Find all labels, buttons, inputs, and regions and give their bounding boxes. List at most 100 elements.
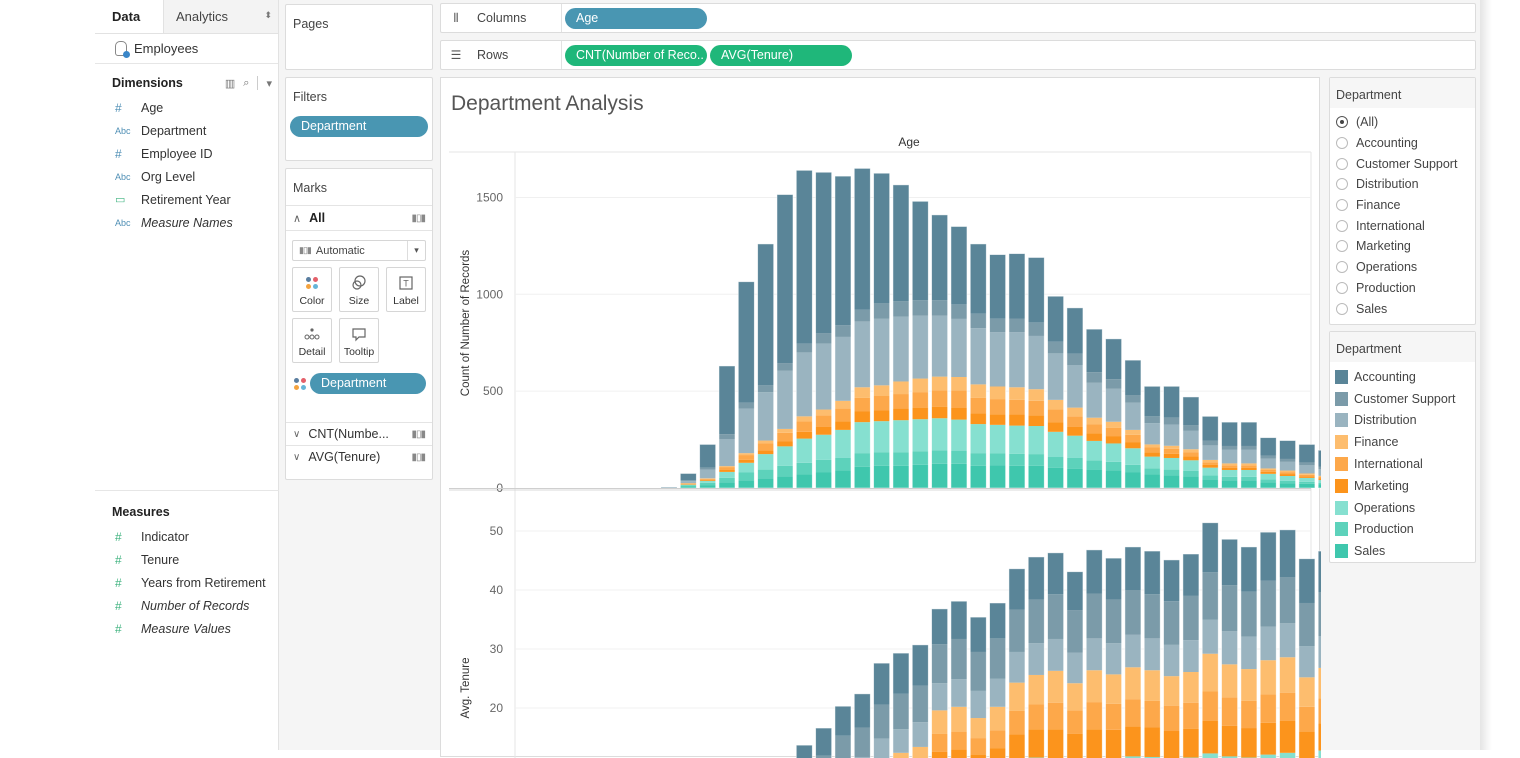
radio-button[interactable] bbox=[1336, 282, 1348, 294]
field-item[interactable]: #Tenure bbox=[95, 548, 279, 571]
bar-segment-sales bbox=[1164, 475, 1180, 488]
bar-segment-operations bbox=[700, 481, 716, 483]
filter-option[interactable]: Accounting bbox=[1330, 133, 1475, 154]
bar-segment-international bbox=[719, 467, 735, 470]
marks-row-avg-tenure[interactable]: ∨ AVG(Tenure) ▮▯▮ bbox=[286, 445, 432, 468]
legend-item[interactable]: Finance bbox=[1330, 431, 1475, 453]
detail-button[interactable]: Detail bbox=[292, 318, 332, 363]
field-item[interactable]: #Age bbox=[95, 96, 278, 119]
dropdown-icon[interactable]: ▾ bbox=[266, 77, 272, 90]
bar-segment-marketing bbox=[1028, 415, 1044, 426]
bar-segment-customer-support bbox=[816, 333, 832, 344]
bar-segment-accounting bbox=[1241, 422, 1257, 446]
field-item[interactable]: #Number of Records bbox=[95, 594, 279, 617]
filter-option[interactable]: Customer Support bbox=[1330, 153, 1475, 174]
filter-option[interactable]: Finance bbox=[1330, 195, 1475, 216]
legend-item[interactable]: Distribution bbox=[1330, 410, 1475, 432]
marks-row-cnt[interactable]: ∨ CNT(Numbe... ▮▯▮ bbox=[286, 422, 432, 445]
label-button[interactable]: T Label bbox=[386, 267, 426, 312]
bar-segment-accounting bbox=[1144, 551, 1160, 594]
bar-segment-international bbox=[990, 399, 1006, 414]
bar-segment-marketing bbox=[912, 408, 928, 420]
bar-segment-distribution bbox=[912, 316, 928, 379]
filter-option[interactable]: Production bbox=[1330, 278, 1475, 299]
filter-option-label: Production bbox=[1356, 281, 1416, 295]
bar-segment-finance bbox=[1260, 468, 1276, 470]
bar-segment-production bbox=[1106, 462, 1122, 471]
legend-item[interactable]: Marketing bbox=[1330, 475, 1475, 497]
filter-option[interactable]: International bbox=[1330, 215, 1475, 236]
bar-segment-accounting bbox=[893, 185, 909, 301]
radio-button[interactable] bbox=[1336, 137, 1348, 149]
bar-segment-finance bbox=[1067, 408, 1083, 417]
bar-segment-marketing bbox=[816, 427, 832, 435]
color-button[interactable]: Color bbox=[292, 267, 332, 312]
mark-type-select[interactable]: ▮▯▮ Automatic ▾ bbox=[292, 240, 426, 261]
pages-card[interactable]: Pages bbox=[285, 4, 433, 70]
bar-segment-distribution bbox=[1202, 620, 1218, 654]
columns-shelf[interactable]: ⦀ Columns Age bbox=[440, 3, 1476, 33]
filter-option[interactable]: (All) bbox=[1330, 112, 1475, 133]
legend-item[interactable]: Operations bbox=[1330, 497, 1475, 519]
field-item[interactable]: ▭Retirement Year bbox=[95, 188, 278, 211]
bar-segment-customer-support bbox=[1299, 462, 1315, 465]
legend-item[interactable]: International bbox=[1330, 453, 1475, 475]
bar-segment-finance bbox=[912, 747, 928, 758]
tab-data[interactable]: Data bbox=[95, 0, 163, 33]
bar-segment-customer-support bbox=[990, 319, 1006, 333]
bar-segment-customer-support bbox=[932, 300, 948, 315]
field-item[interactable]: #Employee ID bbox=[95, 142, 278, 165]
number-type-icon: # bbox=[115, 553, 141, 567]
filter-option[interactable]: Sales bbox=[1330, 298, 1475, 319]
radio-button[interactable] bbox=[1336, 116, 1348, 128]
legend-item[interactable]: Customer Support bbox=[1330, 388, 1475, 410]
legend-item[interactable]: Accounting bbox=[1330, 366, 1475, 388]
bar-segment-marketing bbox=[1125, 442, 1141, 448]
radio-button[interactable] bbox=[1336, 199, 1348, 211]
radio-button[interactable] bbox=[1336, 220, 1348, 232]
field-item[interactable]: #Years from Retirement bbox=[95, 571, 279, 594]
bar-segment-production bbox=[835, 458, 851, 471]
legend-item[interactable]: Production bbox=[1330, 519, 1475, 541]
color-field-row: Department bbox=[294, 373, 426, 394]
search-icon[interactable]: ⌕ bbox=[243, 77, 249, 90]
bar-segment-accounting bbox=[835, 176, 851, 325]
label-label: Label bbox=[393, 295, 419, 307]
filter-option[interactable]: Distribution bbox=[1330, 174, 1475, 195]
legend-item[interactable]: Sales bbox=[1330, 540, 1475, 562]
row-pill-cnt[interactable]: CNT(Number of Reco.. bbox=[565, 45, 707, 66]
color-icon bbox=[294, 378, 306, 390]
bar-segment-customer-support bbox=[1086, 594, 1102, 639]
radio-button[interactable] bbox=[1336, 158, 1348, 170]
column-pill-age[interactable]: Age bbox=[565, 8, 707, 29]
filter-option[interactable]: Marketing bbox=[1330, 236, 1475, 257]
row-pill-avg-tenure[interactable]: AVG(Tenure) bbox=[710, 45, 852, 66]
radio-button[interactable] bbox=[1336, 261, 1348, 273]
field-item[interactable]: #Indicator bbox=[95, 525, 279, 548]
bar-segment-finance bbox=[796, 416, 812, 421]
filter-option[interactable]: Operations bbox=[1330, 257, 1475, 278]
filters-card[interactable]: Filters Department bbox=[285, 77, 433, 161]
filter-pill-department[interactable]: Department bbox=[290, 116, 428, 137]
radio-button[interactable] bbox=[1336, 303, 1348, 315]
tooltip-button[interactable]: Tooltip bbox=[339, 318, 379, 363]
tab-analytics[interactable]: Analytics ⬍ bbox=[163, 0, 278, 33]
color-field-pill[interactable]: Department bbox=[310, 373, 426, 394]
bar-segment-marketing bbox=[1318, 479, 1321, 481]
field-item[interactable]: #Measure Values bbox=[95, 617, 279, 640]
view-data-icon[interactable]: ▥ bbox=[225, 77, 235, 90]
radio-button[interactable] bbox=[1336, 240, 1348, 252]
radio-button[interactable] bbox=[1336, 178, 1348, 190]
legend-swatch bbox=[1335, 522, 1348, 536]
data-source[interactable]: Employees bbox=[95, 34, 278, 64]
size-button[interactable]: Size bbox=[339, 267, 379, 312]
marks-all-row[interactable]: ∧ All ▮▯▮ bbox=[286, 205, 432, 231]
bar-segment-production bbox=[738, 473, 754, 481]
bar-segment-accounting bbox=[835, 706, 851, 736]
rows-shelf[interactable]: ☰ Rows CNT(Number of Reco.. AVG(Tenure) bbox=[440, 40, 1476, 70]
